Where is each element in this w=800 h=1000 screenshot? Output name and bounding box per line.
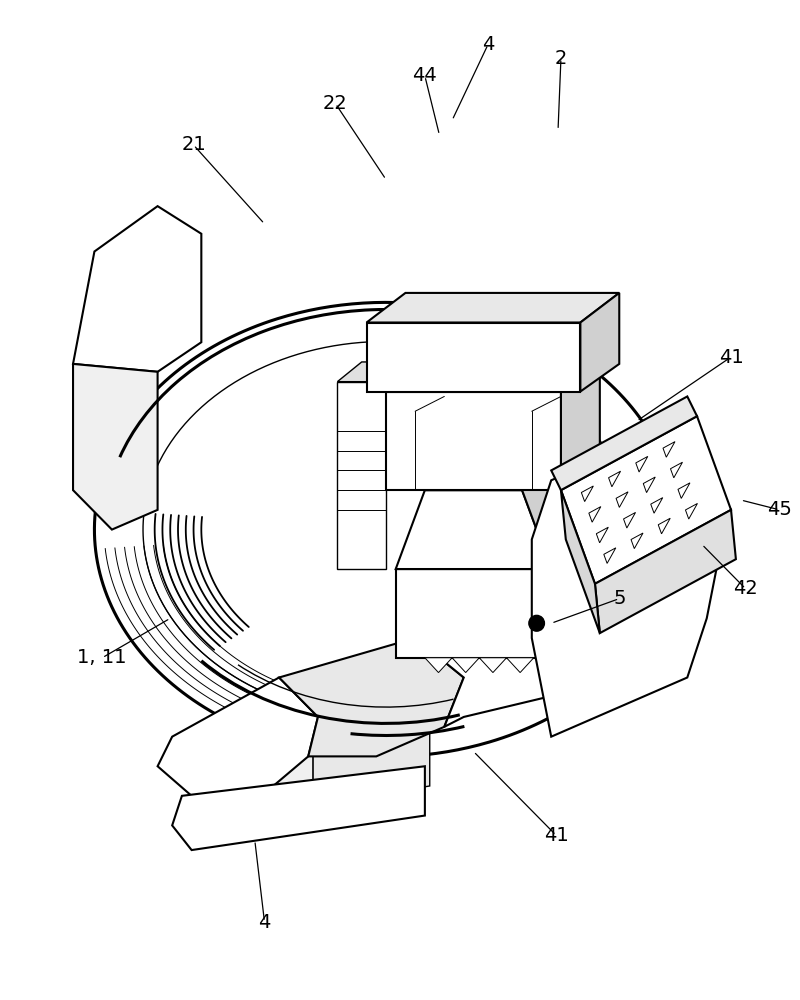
Polygon shape <box>551 396 697 490</box>
Polygon shape <box>686 503 698 519</box>
Polygon shape <box>425 463 559 490</box>
Polygon shape <box>366 293 619 322</box>
Polygon shape <box>396 490 551 569</box>
Text: 45: 45 <box>767 500 792 519</box>
Polygon shape <box>73 364 158 530</box>
Polygon shape <box>582 486 594 502</box>
Polygon shape <box>386 360 600 392</box>
Polygon shape <box>415 613 566 727</box>
Polygon shape <box>532 421 726 737</box>
Text: 44: 44 <box>413 66 438 85</box>
Polygon shape <box>479 658 506 673</box>
Text: 42: 42 <box>734 579 758 598</box>
Polygon shape <box>506 658 534 673</box>
Polygon shape <box>396 539 590 569</box>
Text: 1, 11: 1, 11 <box>78 648 127 667</box>
Polygon shape <box>386 392 561 490</box>
Polygon shape <box>338 382 386 569</box>
Polygon shape <box>580 293 619 392</box>
Polygon shape <box>425 658 452 673</box>
Polygon shape <box>616 492 628 507</box>
Polygon shape <box>663 442 675 457</box>
Polygon shape <box>636 456 648 472</box>
Polygon shape <box>561 416 731 584</box>
Polygon shape <box>596 527 608 543</box>
Polygon shape <box>678 483 690 498</box>
Text: 41: 41 <box>544 826 569 845</box>
Polygon shape <box>631 533 643 549</box>
Polygon shape <box>396 569 551 658</box>
Polygon shape <box>551 539 590 658</box>
Text: 4: 4 <box>258 913 270 932</box>
Polygon shape <box>338 362 410 382</box>
Polygon shape <box>604 548 616 563</box>
Text: 21: 21 <box>181 135 206 154</box>
Circle shape <box>529 615 545 631</box>
Text: 41: 41 <box>718 348 743 367</box>
Polygon shape <box>650 498 662 513</box>
Polygon shape <box>623 512 635 528</box>
Text: 4: 4 <box>482 35 494 54</box>
Polygon shape <box>670 462 682 478</box>
Polygon shape <box>609 471 621 487</box>
Polygon shape <box>279 638 464 756</box>
Polygon shape <box>73 206 202 372</box>
Polygon shape <box>172 766 425 850</box>
Polygon shape <box>589 507 601 522</box>
Text: 5: 5 <box>613 589 626 608</box>
Polygon shape <box>197 747 313 825</box>
Polygon shape <box>158 678 318 806</box>
Polygon shape <box>452 658 479 673</box>
Polygon shape <box>595 510 736 633</box>
Text: 22: 22 <box>323 94 348 113</box>
Polygon shape <box>561 490 600 633</box>
Text: 2: 2 <box>554 49 567 68</box>
Polygon shape <box>366 322 580 392</box>
Polygon shape <box>658 518 670 534</box>
Polygon shape <box>313 727 430 806</box>
Polygon shape <box>643 477 655 493</box>
Polygon shape <box>522 463 590 569</box>
Polygon shape <box>561 360 600 490</box>
